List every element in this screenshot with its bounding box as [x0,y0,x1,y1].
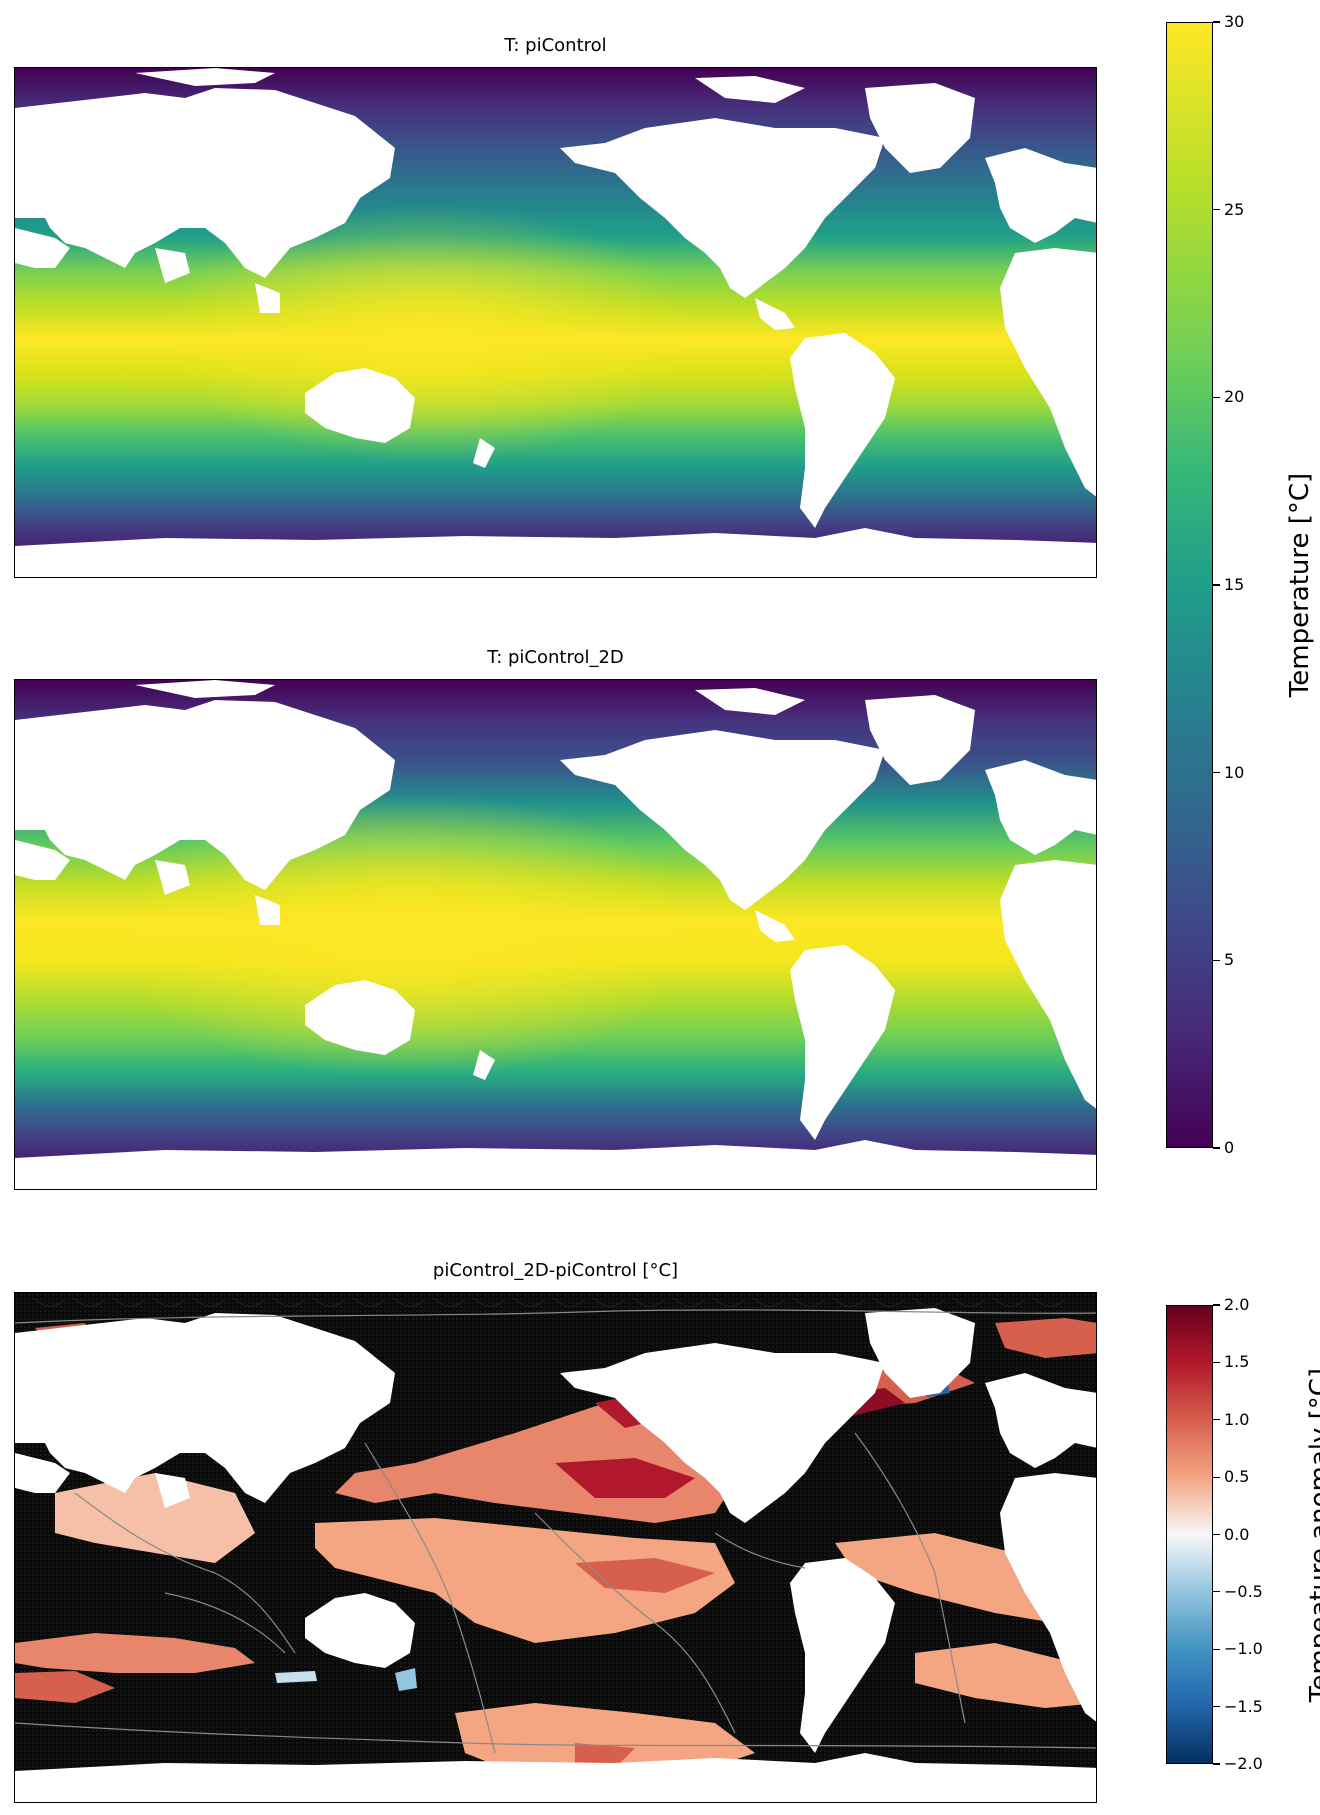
temperature-colorbar-tickmark [1213,396,1220,398]
anomaly-colorbar-tickmark [1213,1533,1220,1536]
temperature-colorbar-tick-label: 5 [1224,950,1235,970]
temperature-colorbar-tick-label: 0 [1224,1138,1235,1157]
temperature-colorbar-tickmark [1213,21,1220,23]
anomaly-colorbar-tickmark [1213,1648,1220,1650]
anomaly-colorbar-tick-label: −2.0 [1224,1754,1263,1773]
temperature-anomaly-map [14,1292,1097,1803]
temperature-anomaly-map-svg [15,1293,1096,1802]
temperature-map-picontrol-svg [15,68,1096,577]
temperature-colorbar-tickmark [1213,584,1220,586]
anomaly-colorbar-tick-label: −1.5 [1224,1696,1263,1716]
anomaly-colorbar-tick-label: 1.0 [1224,1409,1250,1429]
land-mask [15,680,1096,1189]
anomaly-colorbar-tick-label: −0.5 [1224,1581,1263,1601]
anomaly-colorbar [1166,1305,1213,1764]
temperature-colorbar-label: Temperature [°C] [1285,472,1315,698]
temperature-colorbar-tickmark [1213,209,1220,211]
anomaly-colorbar-tickmark [1213,1304,1220,1306]
bathymetry-contours [15,1309,1096,1754]
anomaly-colorbar-tickmark [1213,1361,1220,1363]
polar-artifact-arcs [34,1298,1066,1307]
panel-title-top: T: piControl [504,35,607,56]
anomaly-colorbar-tickmark [1213,1591,1220,1593]
anomaly-colorbar-tick-label: −1.0 [1224,1639,1263,1659]
temperature-colorbar-tick-label: 15 [1224,575,1245,594]
anomaly-colorbar-tick-label: 1.5 [1224,1352,1250,1372]
anomaly-colorbar-tickmark [1213,1476,1220,1478]
temperature-colorbar [1166,22,1213,1148]
temperature-map-picontrol [14,67,1097,578]
land-mask [15,1308,1096,1802]
temperature-colorbar-tickmark [1213,1147,1220,1149]
anomaly-colorbar-tickmark [1213,1763,1220,1765]
temperature-colorbar-tick-label: 20 [1224,387,1245,407]
temperature-colorbar-tickmark [1213,959,1220,961]
temperature-colorbar-tick-label: 30 [1224,12,1245,31]
anomaly-colorbar-tick-label: 0.0 [1224,1524,1250,1544]
anomaly-colorbar-tick-label: 2.0 [1224,1295,1250,1314]
temperature-colorbar-tick-label: 10 [1224,762,1245,782]
temperature-colorbar-tickmark [1213,772,1220,774]
temperature-map-picontrol-2d [14,679,1097,1190]
anomaly-colorbar-tickmark [1213,1419,1220,1421]
anomaly-colorbar-tick-label: 0.5 [1224,1467,1250,1487]
panel-title-bottom: piControl_2D-piControl [°C] [432,1260,679,1281]
anomaly-colorbar-tickmark [1213,1706,1220,1708]
panel-title-mid: T: piControl_2D [487,647,624,668]
temperature-colorbar-tick-label: 25 [1224,199,1245,219]
anomaly-colorbar-label: Tempeature anomaly [°C] [1305,1367,1320,1703]
land-mask [15,68,1096,577]
temperature-map-picontrol-2d-svg [15,680,1096,1189]
